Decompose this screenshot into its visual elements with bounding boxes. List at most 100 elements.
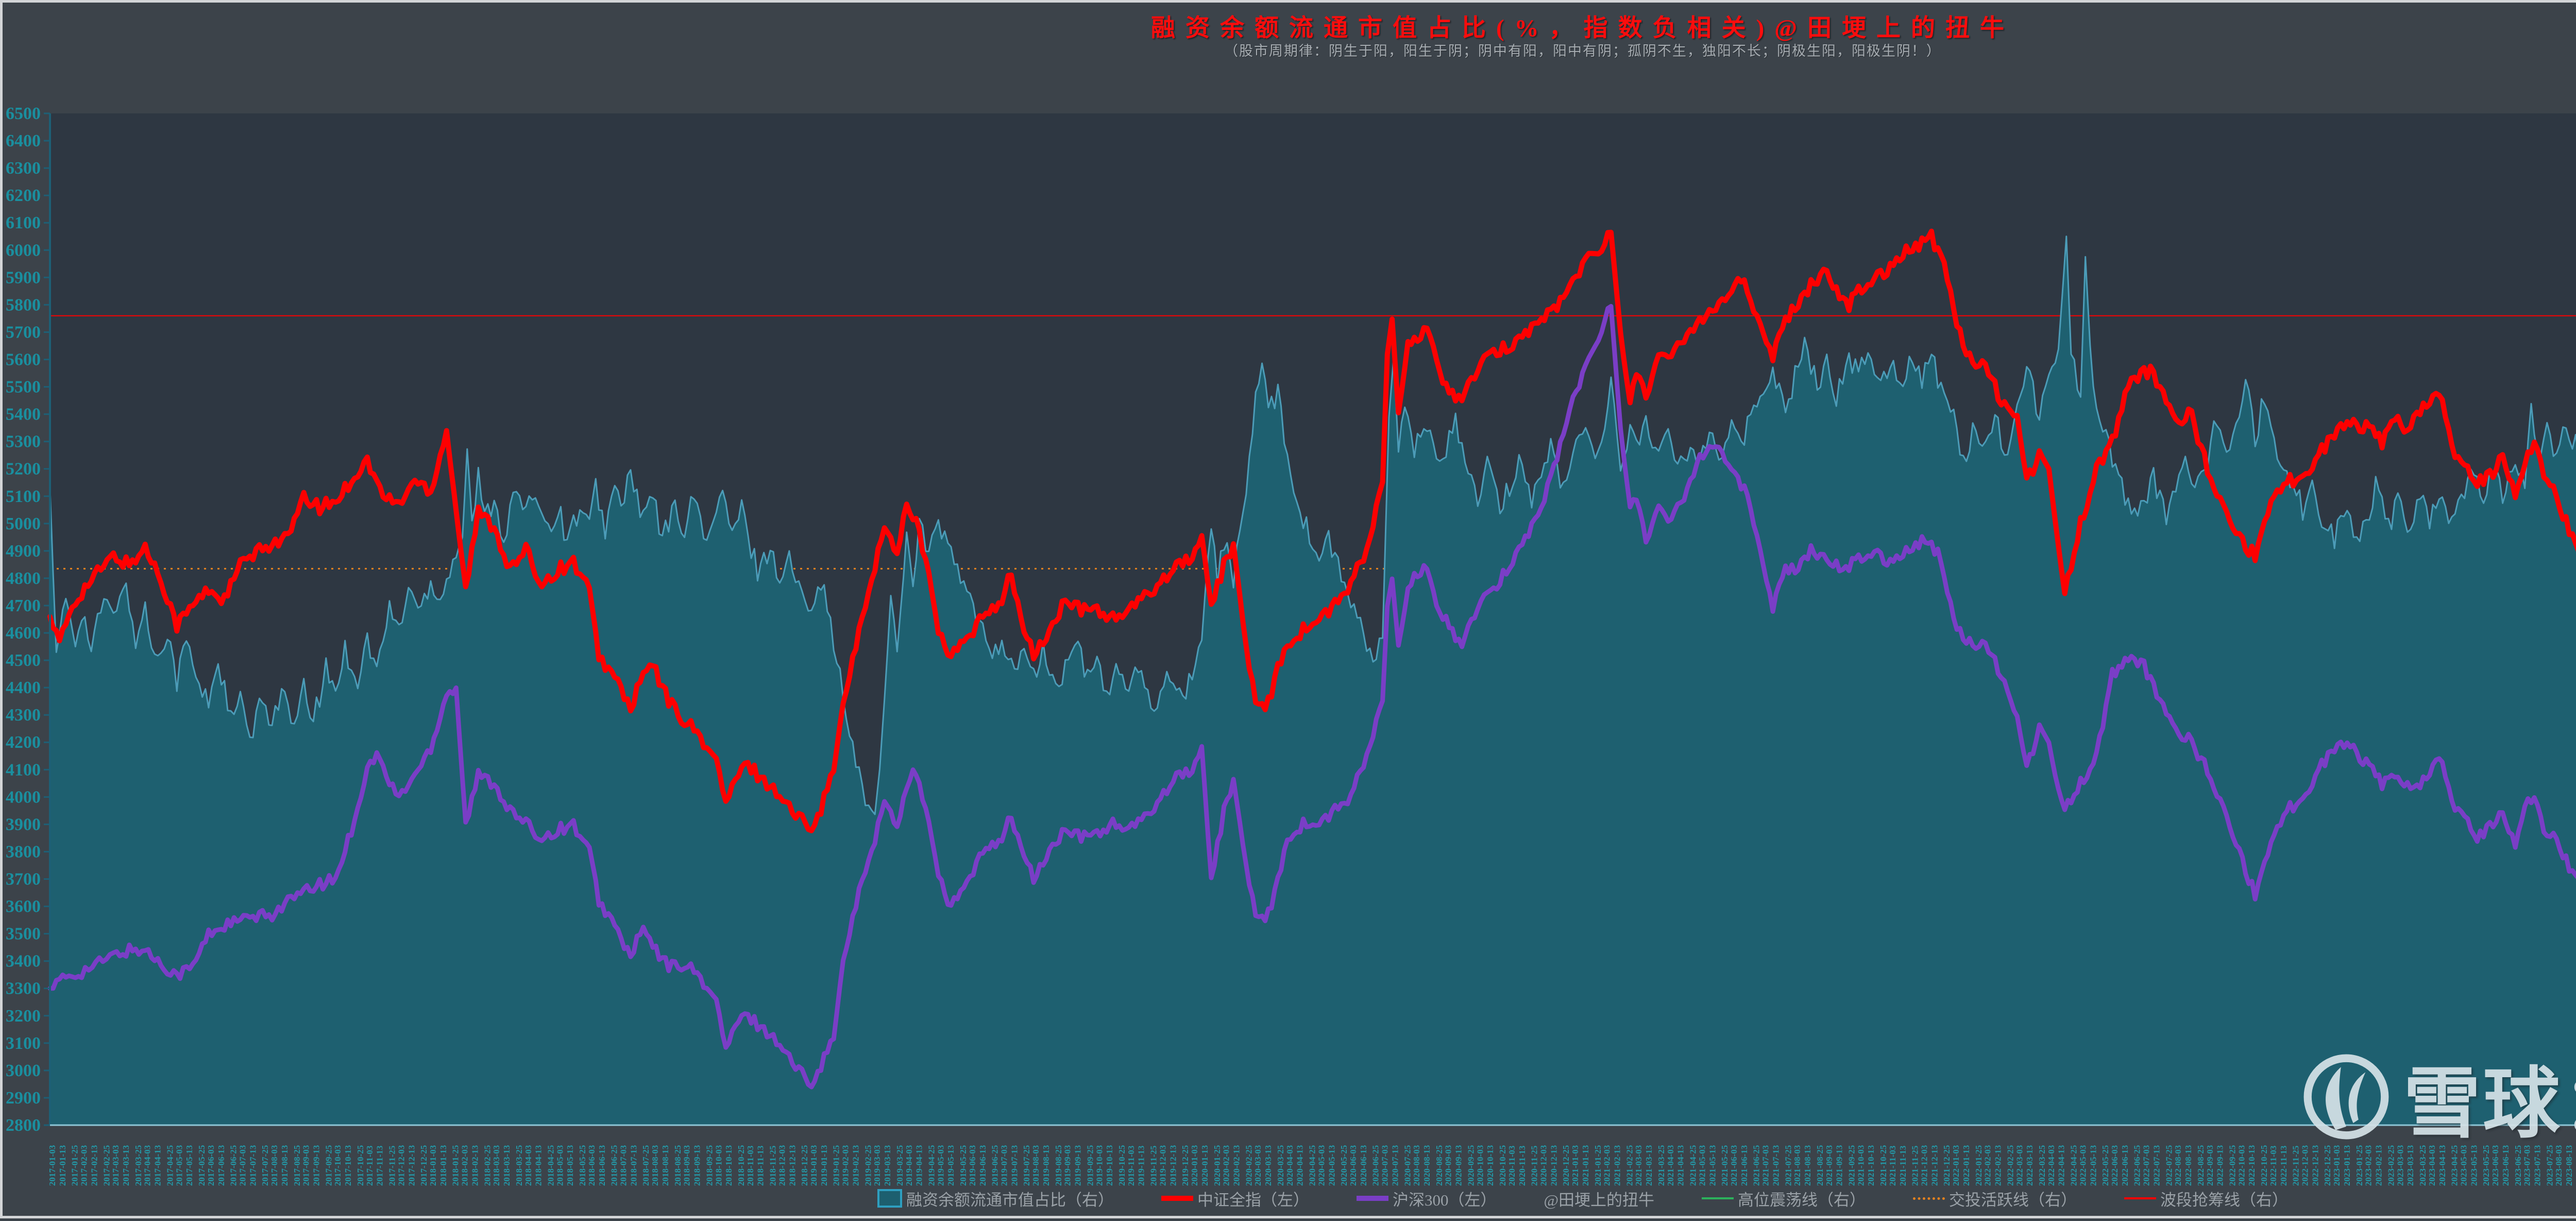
svg-text:2020-06-25: 2020-06-25	[1371, 1145, 1381, 1186]
svg-text:2022-01-25: 2022-01-25	[1974, 1145, 1984, 1186]
svg-text:2022-11-03: 2022-11-03	[2268, 1146, 2278, 1186]
svg-text:2018-02-03: 2018-02-03	[460, 1145, 470, 1186]
svg-text:2018-10-03: 2018-10-03	[714, 1145, 723, 1186]
svg-text:2021-09-13: 2021-09-13	[1835, 1145, 1844, 1186]
svg-text:2020-09-25: 2020-09-25	[1466, 1145, 1476, 1186]
svg-text:2019-09-25: 2019-09-25	[1085, 1145, 1095, 1186]
svg-text:2018-05-13: 2018-05-13	[565, 1145, 575, 1186]
svg-text:2017-02-25: 2017-02-25	[101, 1145, 111, 1186]
svg-text:2018-05-03: 2018-05-03	[555, 1145, 565, 1186]
svg-text:2017-02-03: 2017-02-03	[79, 1145, 89, 1186]
svg-text:3700: 3700	[6, 870, 41, 889]
svg-text:2018-10-13: 2018-10-13	[724, 1145, 734, 1186]
svg-text:2018-09-13: 2018-09-13	[692, 1145, 702, 1186]
svg-text:2018-12-13: 2018-12-13	[787, 1145, 797, 1186]
svg-text:2020-05-25: 2020-05-25	[1339, 1145, 1349, 1186]
svg-text:2018-07-13: 2018-07-13	[629, 1145, 638, 1186]
svg-text:2022-05-25: 2022-05-25	[2100, 1145, 2110, 1186]
svg-text:2900: 2900	[6, 1089, 41, 1108]
svg-text:2021-05-25: 2021-05-25	[1720, 1145, 1730, 1186]
svg-text:2020-02-25: 2020-02-25	[1244, 1145, 1253, 1186]
svg-text:2018-08-25: 2018-08-25	[673, 1145, 683, 1186]
legend-item-grab-line[interactable]: 波段抢筹线（右）	[2124, 1187, 2288, 1210]
svg-text:2021-05-13: 2021-05-13	[1707, 1145, 1717, 1186]
svg-text:2022-07-13: 2022-07-13	[2151, 1145, 2161, 1186]
svg-text:2022-08-13: 2022-08-13	[2183, 1145, 2193, 1186]
svg-text:2017-04-25: 2017-04-25	[165, 1145, 175, 1186]
svg-text:2020-09-03: 2020-09-03	[1444, 1145, 1453, 1186]
svg-text:6500: 6500	[6, 104, 41, 123]
svg-text:2019-06-13: 2019-06-13	[978, 1145, 988, 1186]
svg-text:2023-04-13: 2023-04-13	[2437, 1145, 2447, 1186]
svg-text:2023-08-13: 2023-08-13	[2564, 1145, 2574, 1186]
svg-text:2017-03-13: 2017-03-13	[121, 1145, 131, 1186]
svg-text:2023-02-03: 2023-02-03	[2364, 1145, 2374, 1186]
svg-text:3400: 3400	[6, 952, 41, 971]
svg-text:2019-12-25: 2019-12-25	[1180, 1145, 1190, 1186]
legend-item-active-line[interactable]: 交投活跃线（右）	[1913, 1187, 2077, 1210]
svg-text:2017-12-25: 2017-12-25	[419, 1145, 429, 1186]
svg-text:5500: 5500	[6, 378, 41, 397]
svg-text:2021-04-03: 2021-04-03	[1666, 1145, 1675, 1186]
svg-text:2021-03-13: 2021-03-13	[1644, 1145, 1654, 1186]
svg-text:2017-11-25: 2017-11-25	[387, 1146, 397, 1186]
legend-item-high-osc-line[interactable]: 高位震荡线（右）	[1702, 1187, 1866, 1210]
svg-text:2023-07-13: 2023-07-13	[2533, 1145, 2543, 1186]
svg-text:2021-09-03: 2021-09-03	[1824, 1145, 1834, 1186]
svg-text:2018-05-25: 2018-05-25	[578, 1145, 587, 1186]
svg-text:2019-07-13: 2019-07-13	[1009, 1145, 1019, 1186]
svg-text:5200: 5200	[6, 460, 41, 479]
svg-text:2018-12-25: 2018-12-25	[800, 1145, 809, 1186]
svg-text:2021-08-13: 2021-08-13	[1803, 1145, 1812, 1186]
svg-text:2020-12-13: 2020-12-13	[1549, 1145, 1558, 1186]
legend-item-hs300[interactable]: 沪深300（左）	[1356, 1187, 1496, 1210]
svg-text:4900: 4900	[6, 542, 41, 561]
svg-text:2020-10-25: 2020-10-25	[1498, 1145, 1507, 1186]
svg-text:2017-01-03: 2017-01-03	[47, 1145, 57, 1186]
svg-text:2023-03-13: 2023-03-13	[2405, 1145, 2415, 1186]
svg-text:2019-03-25: 2019-03-25	[895, 1145, 905, 1186]
svg-text:2018-03-03: 2018-03-03	[492, 1145, 501, 1186]
legend-item-margin-ratio[interactable]: 融资余额流通市值占比（右）	[877, 1187, 1114, 1210]
svg-text:2023-04-25: 2023-04-25	[2450, 1145, 2460, 1186]
legend-item-csi-all[interactable]: 中证全指（左）	[1161, 1187, 1309, 1210]
svg-text:2019-06-03: 2019-06-03	[968, 1145, 977, 1186]
svg-text:2021-06-25: 2021-06-25	[1752, 1145, 1761, 1186]
svg-text:4300: 4300	[6, 706, 41, 725]
svg-text:2021-04-13: 2021-04-13	[1676, 1145, 1686, 1186]
svg-text:2021-02-03: 2021-02-03	[1602, 1145, 1612, 1186]
svg-text:2017-07-03: 2017-07-03	[238, 1145, 247, 1186]
svg-text:2019-10-03: 2019-10-03	[1094, 1145, 1104, 1186]
svg-text:2017-06-03: 2017-06-03	[206, 1145, 216, 1186]
legend-label: 融资余额流通市值占比（右）	[906, 1191, 1114, 1209]
svg-text:2018-11-13: 2018-11-13	[756, 1146, 766, 1186]
svg-text:2017-12-13: 2017-12-13	[406, 1145, 416, 1186]
svg-text:2020-06-03: 2020-06-03	[1348, 1145, 1358, 1186]
svg-text:2020-07-25: 2020-07-25	[1402, 1145, 1412, 1186]
svg-text:2021-08-25: 2021-08-25	[1815, 1145, 1825, 1186]
svg-text:2017-08-25: 2017-08-25	[292, 1145, 302, 1186]
svg-text:2022-08-25: 2022-08-25	[2196, 1145, 2206, 1186]
svg-text:2021-10-25: 2021-10-25	[1878, 1145, 1888, 1186]
svg-text:2023-03-25: 2023-03-25	[2418, 1145, 2428, 1186]
purple-line-icon	[1356, 1196, 1388, 1201]
svg-text:2021-12-13: 2021-12-13	[1929, 1145, 1939, 1186]
svg-text:5600: 5600	[6, 350, 41, 369]
svg-text:2022-12-03: 2022-12-03	[2300, 1145, 2310, 1186]
svg-text:2017-01-13: 2017-01-13	[58, 1145, 67, 1186]
svg-text:2017-06-25: 2017-06-25	[229, 1145, 239, 1186]
svg-text:2021-09-25: 2021-09-25	[1846, 1145, 1856, 1186]
svg-text:2017-08-13: 2017-08-13	[280, 1145, 290, 1186]
green-line-icon	[1702, 1197, 1734, 1199]
svg-text:2019-05-25: 2019-05-25	[958, 1145, 968, 1186]
svg-text:3800: 3800	[6, 842, 41, 861]
svg-text:2022-12-25: 2022-12-25	[2323, 1145, 2332, 1186]
svg-text:2020-05-03: 2020-05-03	[1316, 1145, 1326, 1186]
svg-text:2018-07-03: 2018-07-03	[619, 1145, 629, 1186]
orange-dotted-line-icon	[1913, 1197, 1945, 1200]
svg-text:2020-04-03: 2020-04-03	[1285, 1145, 1295, 1186]
svg-text:3900: 3900	[6, 815, 41, 834]
area-swatch-icon	[877, 1189, 902, 1208]
svg-text:2021-06-03: 2021-06-03	[1729, 1145, 1739, 1186]
svg-text:3200: 3200	[6, 1007, 41, 1026]
